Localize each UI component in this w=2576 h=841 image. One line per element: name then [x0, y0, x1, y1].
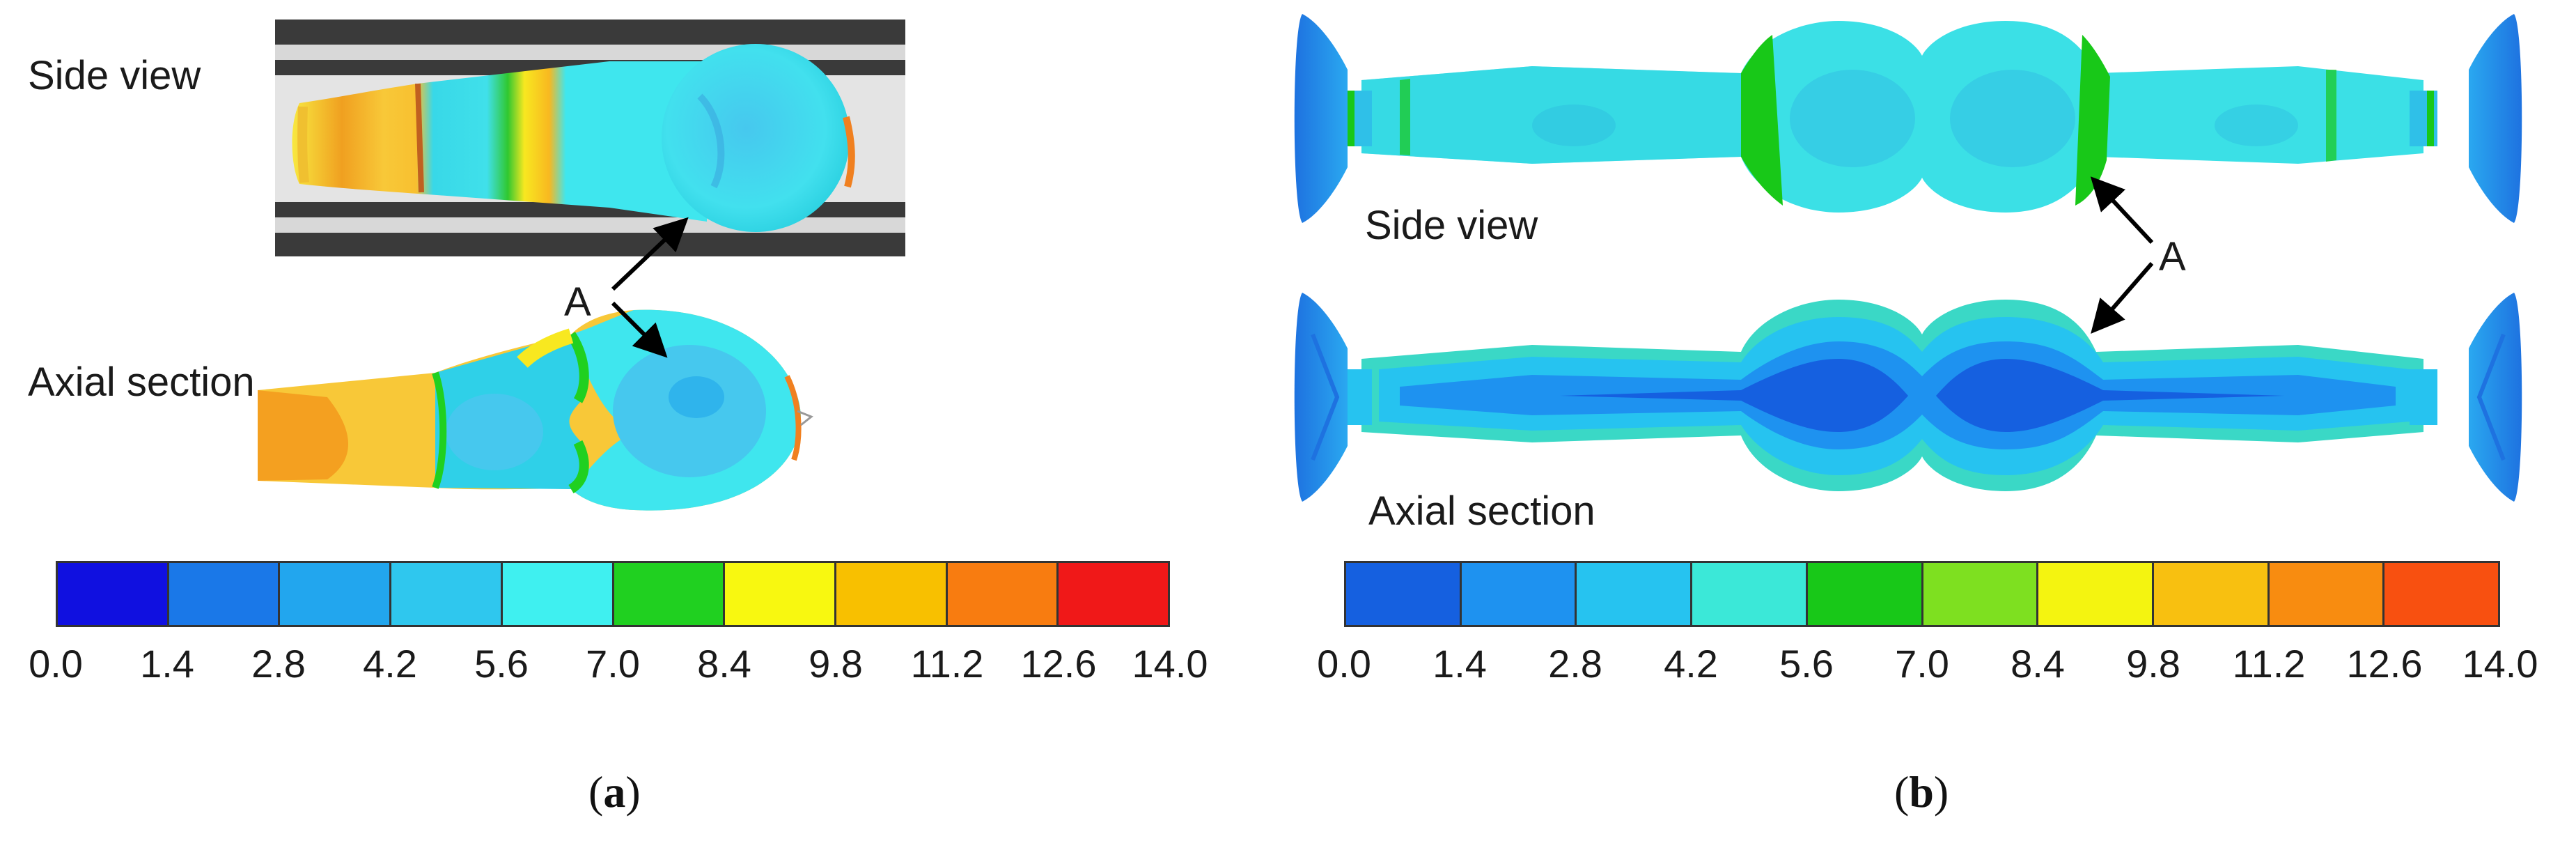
colorbar-segment	[836, 563, 948, 625]
colorbar-tick-label: 11.2	[2232, 642, 2306, 686]
axial-section-image-b	[1294, 293, 2522, 502]
colorbar-segment	[614, 563, 726, 625]
marker-label-a: A	[564, 279, 591, 325]
colorbar-tick-label: 1.4	[140, 642, 194, 686]
colorbar-tick-label: 9.8	[2126, 642, 2180, 686]
colorbar-segment	[1346, 563, 1462, 625]
axial-section-image-a	[258, 309, 813, 511]
colorbar-segment	[391, 563, 503, 625]
colorbar-tick-label: 7.0	[1895, 642, 1949, 686]
colorbar-segment	[1577, 563, 1693, 625]
colorbar-segment	[1923, 563, 2039, 625]
colorbar-tick-label: 5.6	[1779, 642, 1834, 686]
colorbar-tick-label: 1.4	[1433, 642, 1487, 686]
side-view-image-b	[1294, 14, 2522, 223]
colorbar-tick-label: 11.2	[910, 642, 984, 686]
colorbar-segment	[1807, 563, 1923, 625]
colorbar-tick-label: 4.2	[1664, 642, 1718, 686]
colorbar-tick-label: 0.0	[29, 642, 83, 686]
colorbar-tick-label: 9.8	[809, 642, 863, 686]
colorbar-tick-label: 7.0	[586, 642, 640, 686]
colorbar-segment	[1059, 563, 1169, 625]
side-view-image-a	[275, 20, 905, 256]
panel-a: Side view	[0, 0, 1226, 841]
marker-arrows-a	[611, 217, 689, 358]
colorbar-segment	[1461, 563, 1577, 625]
colorbar-tick-label: 2.8	[251, 642, 306, 686]
colorbar-segment	[947, 563, 1059, 625]
colorbar-a	[56, 561, 1170, 627]
side-view-label-b: Side view	[1365, 203, 1538, 248]
colorbar-tick-label: 12.6	[1020, 642, 1097, 686]
colorbar-tick-label: 2.8	[1548, 642, 1602, 686]
colorbar-segment	[1692, 563, 1808, 625]
colorbar-b	[1344, 561, 2500, 627]
colorbar-tick-label: 14.0	[1132, 642, 1208, 686]
colorbar-segment	[280, 563, 392, 625]
colorbar-segment	[502, 563, 614, 625]
colorbar-tick-label: 4.2	[363, 642, 417, 686]
colorbar-segment	[2038, 563, 2154, 625]
caption-letter-b: b	[1909, 767, 1934, 817]
marker-arrows-b	[2090, 176, 2154, 334]
colorbar-tick-label: 0.0	[1317, 642, 1371, 686]
caption-b: (b)	[1894, 767, 1949, 817]
marker-label-b: A	[2159, 234, 2186, 279]
colorbar-segment	[169, 563, 281, 625]
colorbar-segment	[725, 563, 836, 625]
colorbar-tick-label: 8.4	[2011, 642, 2065, 686]
colorbar-segment	[58, 563, 169, 625]
axial-section-label-b: Axial section	[1368, 488, 1595, 534]
caption-letter-a: a	[603, 767, 626, 817]
caption-a: (a)	[588, 767, 641, 817]
panel-b: Side view Axial section A 0.0 1.4 2.8 4.2 5.…	[1226, 0, 2576, 841]
colorbar-tick-label: 12.6	[2346, 642, 2423, 686]
colorbar-tick-label: 8.4	[697, 642, 751, 686]
colorbar-tick-label: 5.6	[474, 642, 529, 686]
colorbar-segment	[2269, 563, 2385, 625]
side-view-label: Side view	[28, 53, 201, 98]
axial-section-label: Axial section	[28, 360, 255, 405]
colorbar-segment	[2153, 563, 2270, 625]
colorbar-tick-label: 14.0	[2462, 642, 2538, 686]
colorbar-segment	[2384, 563, 2499, 625]
